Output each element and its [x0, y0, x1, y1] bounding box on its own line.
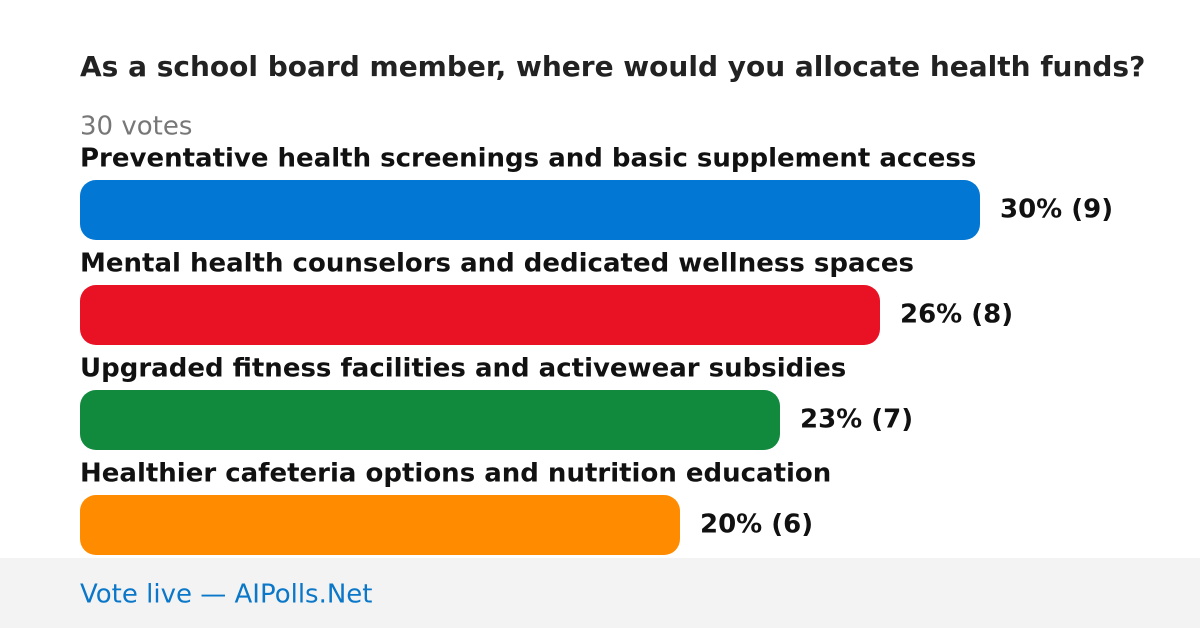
value-label: 30% (9) [1000, 195, 1113, 225]
value-label: 26% (8) [900, 300, 1013, 330]
vote-count: 30 votes [80, 112, 192, 142]
footer-link[interactable]: Vote live — AIPolls.Net [80, 580, 373, 610]
option-label: Preventative health screenings and basic… [80, 144, 976, 174]
footer-band [0, 558, 1200, 628]
bar [80, 390, 780, 450]
bar [80, 180, 980, 240]
value-label: 20% (6) [700, 510, 813, 540]
option-label: Mental health counselors and dedicated w… [80, 249, 914, 279]
option-label: Upgraded fitness facilities and activewe… [80, 354, 846, 384]
bar [80, 495, 680, 555]
poll-title: As a school board member, where would yo… [80, 50, 1145, 83]
value-label: 23% (7) [800, 405, 913, 435]
bar [80, 285, 880, 345]
option-label: Healthier cafeteria options and nutritio… [80, 459, 831, 489]
